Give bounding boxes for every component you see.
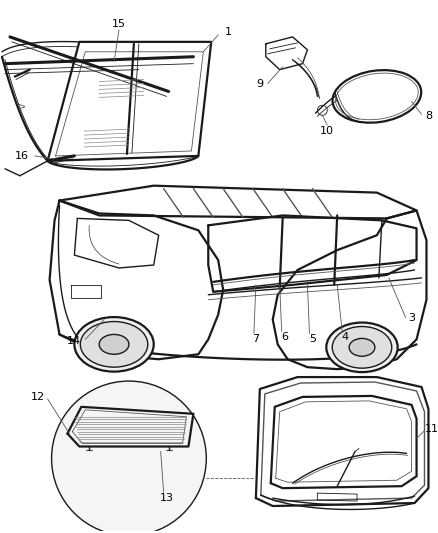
Ellipse shape [74, 317, 154, 372]
Ellipse shape [326, 322, 398, 372]
Text: 5: 5 [309, 334, 316, 344]
Ellipse shape [99, 334, 129, 354]
Text: 3: 3 [408, 312, 415, 322]
Text: 16: 16 [15, 151, 29, 161]
Text: 13: 13 [159, 493, 173, 503]
Text: 10: 10 [320, 126, 334, 136]
Ellipse shape [332, 327, 392, 368]
Text: 4: 4 [342, 333, 349, 342]
Ellipse shape [80, 321, 148, 367]
Text: 1: 1 [225, 27, 232, 37]
Text: 12: 12 [31, 392, 45, 402]
Text: 7: 7 [252, 334, 259, 344]
Text: 14: 14 [67, 336, 81, 346]
Text: >: > [18, 101, 26, 111]
Text: 15: 15 [112, 19, 126, 29]
Text: 8: 8 [425, 111, 432, 121]
Ellipse shape [349, 338, 375, 356]
Circle shape [52, 381, 206, 533]
Text: 6: 6 [281, 333, 288, 342]
Text: 9: 9 [256, 78, 263, 88]
Text: 11: 11 [424, 424, 438, 434]
